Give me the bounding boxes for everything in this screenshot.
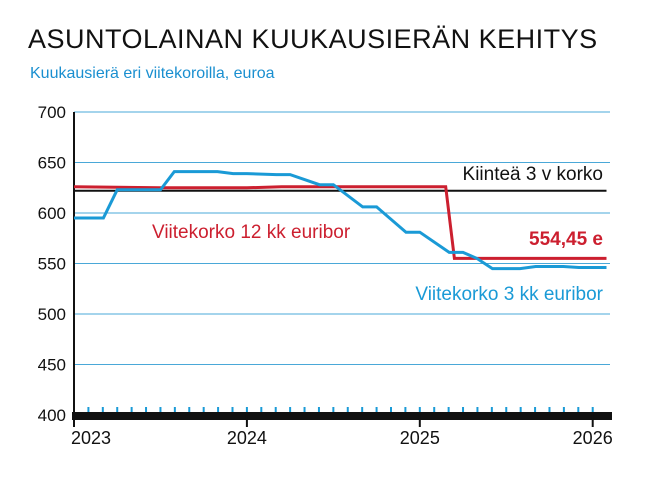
x-axis: 2023 2024 2025 2026 — [71, 407, 613, 448]
y-tick-label: 700 — [38, 103, 66, 122]
x-tick-label: 2023 — [71, 428, 111, 448]
x-tick-label: 2026 — [573, 428, 613, 448]
series-line-3 — [74, 170, 607, 271]
y-tick-label: 650 — [38, 154, 66, 173]
annotation-current-value: 554,45 e — [529, 229, 603, 250]
x-tick-label: 2025 — [400, 428, 440, 448]
chart-title: ASUNTOLAINAN KUUKAUSIERÄN KEHITYS — [28, 24, 598, 54]
y-tick-label: 550 — [38, 255, 66, 274]
gridlines — [73, 111, 610, 415]
annotation-euribor-3: Viitekorko 3 kk euribor — [415, 284, 603, 305]
chart-subtitle: Kuukausierä eri viitekoroilla, euroa — [30, 65, 275, 82]
annotations: Kiinteä 3 v korko Viitekorko 12 kk eurib… — [152, 164, 604, 305]
series-line-2 — [73, 185, 607, 260]
annotation-euribor-12: Viitekorko 12 kk euribor — [152, 222, 351, 243]
y-tick-label: 400 — [38, 406, 66, 425]
x-tick-label: 2024 — [227, 428, 267, 448]
y-tick-label: 600 — [38, 204, 66, 223]
y-axis: 700 650 600 550 500 450 400 — [38, 103, 66, 425]
x-axis-baseline — [72, 412, 612, 420]
y-tick-label: 500 — [38, 305, 66, 324]
annotation-fixed-rate: Kiinteä 3 v korko — [463, 164, 603, 185]
y-tick-label: 450 — [38, 356, 66, 375]
series-lines — [73, 170, 607, 271]
